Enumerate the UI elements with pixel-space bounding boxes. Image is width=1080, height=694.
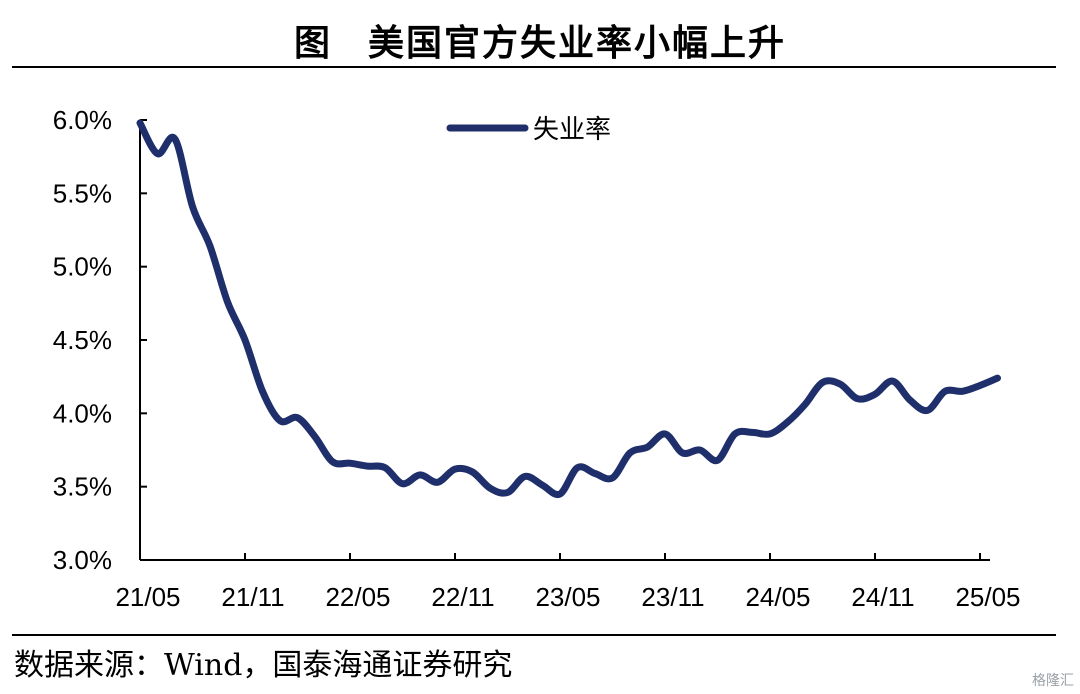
data-point <box>592 470 598 476</box>
x-tick-label: 22/11 <box>431 582 494 612</box>
chart-title: 图美国官方失业率小幅上升 <box>0 14 1080 66</box>
x-tick-label: 22/05 <box>325 582 390 612</box>
data-point <box>540 482 546 488</box>
data-point <box>347 460 353 466</box>
data-point <box>820 380 826 386</box>
data-point <box>505 490 511 496</box>
data-point <box>645 444 651 450</box>
data-point <box>960 388 966 394</box>
data-point <box>575 465 581 471</box>
x-tick-label: 25/05 <box>955 582 1020 612</box>
data-point <box>627 450 633 456</box>
data-point <box>837 381 843 387</box>
data-point <box>977 382 983 388</box>
data-point <box>242 337 248 343</box>
data-point <box>802 402 808 408</box>
data-point <box>207 243 213 249</box>
bottom-rule <box>12 634 1056 636</box>
series-line-unemployment <box>136 119 1001 499</box>
data-point <box>400 481 406 487</box>
figure-prefix: 图 <box>293 22 332 64</box>
data-point <box>190 204 196 210</box>
x-tick-label: 23/05 <box>535 582 600 612</box>
data-point <box>487 485 493 491</box>
data-point <box>767 431 773 437</box>
data-point <box>155 151 161 157</box>
data-point <box>732 431 738 437</box>
watermark: 格隆汇 <box>1032 673 1074 689</box>
data-point <box>330 459 336 465</box>
data-point <box>435 479 441 485</box>
data-point <box>277 418 283 424</box>
y-tick-label: 3.0% <box>53 545 112 575</box>
data-point <box>610 475 616 481</box>
data-point <box>785 419 791 425</box>
data-point <box>522 473 528 479</box>
data-point <box>855 396 861 402</box>
data-point <box>925 407 931 413</box>
x-tick-label: 24/11 <box>851 582 914 612</box>
data-point <box>365 463 371 469</box>
y-tick-label: 4.0% <box>53 398 112 428</box>
data-point <box>750 429 756 435</box>
data-point <box>697 447 703 453</box>
title-text: 美国官方失业率小幅上升 <box>368 22 787 64</box>
y-tick-label: 6.0% <box>53 105 112 135</box>
x-tick-label: 21/11 <box>221 582 284 612</box>
data-point <box>295 415 301 421</box>
data-point <box>452 466 458 472</box>
x-tick-label: 24/05 <box>745 582 810 612</box>
data-point <box>137 120 143 126</box>
data-point <box>557 491 563 497</box>
data-point <box>715 457 721 463</box>
y-tick-label: 5.0% <box>53 252 112 282</box>
y-tick-label: 4.5% <box>53 325 112 355</box>
source-note: 数据来源：Wind，国泰海通证券研究 <box>14 648 513 683</box>
data-point <box>662 431 668 437</box>
data-point <box>680 450 686 456</box>
data-point <box>260 388 266 394</box>
data-point <box>995 375 1001 381</box>
data-point <box>312 434 318 440</box>
data-point <box>890 378 896 384</box>
x-tick-label: 21/05 <box>115 582 180 612</box>
data-point <box>382 465 388 471</box>
data-point <box>907 397 913 403</box>
data-point <box>872 391 878 397</box>
legend-label: 失业率 <box>533 115 611 145</box>
top-rule <box>12 66 1056 68</box>
data-point <box>942 388 948 394</box>
x-tick-label: 23/11 <box>641 582 704 612</box>
data-point <box>470 469 476 475</box>
y-tick-label: 3.5% <box>53 472 112 502</box>
data-point <box>172 136 178 142</box>
data-point <box>225 299 231 305</box>
data-point <box>417 472 423 478</box>
y-tick-label: 5.5% <box>53 178 112 208</box>
